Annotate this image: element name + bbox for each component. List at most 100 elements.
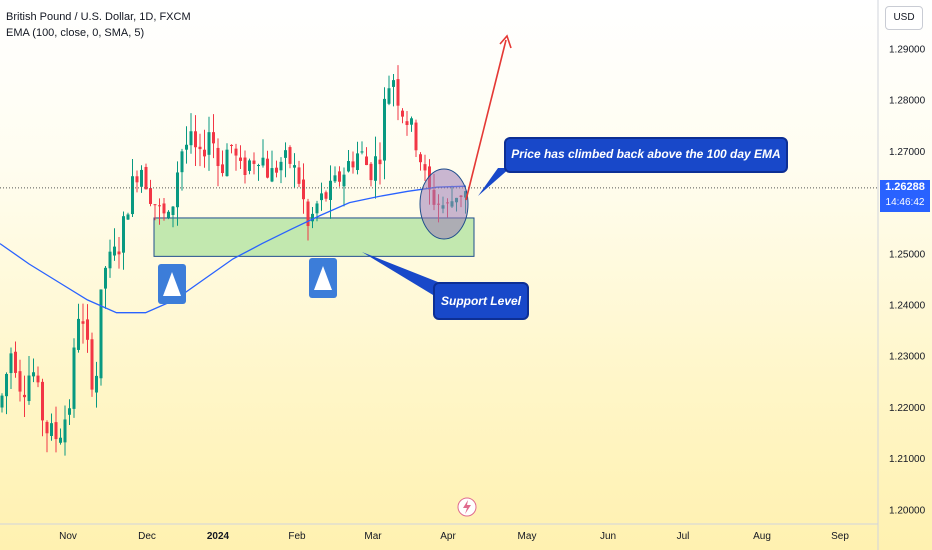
candle-body: [36, 375, 40, 383]
support-callout: Support Level: [433, 282, 529, 320]
candle-body: [14, 351, 17, 373]
candle-body: [23, 394, 26, 398]
candle-body: [180, 151, 184, 173]
candle-body: [396, 79, 400, 106]
projection-arrow-line: [465, 39, 507, 201]
candle-body: [59, 437, 62, 443]
candle-body: [230, 144, 233, 146]
candle-body: [306, 201, 310, 227]
bar-countdown: 14:46:42: [885, 197, 925, 208]
ema-callout: Price has climbed back above the 100 day…: [504, 137, 788, 173]
candle-body: [158, 205, 161, 207]
candle-body: [356, 153, 359, 170]
support-zone: [153, 217, 475, 257]
candle-body: [54, 422, 58, 440]
candle-body: [284, 150, 287, 158]
candle-body: [423, 164, 427, 171]
candle-body: [419, 154, 422, 163]
candle-body: [266, 158, 269, 178]
time-tick-label: Apr: [440, 531, 456, 542]
candle-body: [18, 371, 22, 392]
candle-body: [405, 121, 409, 125]
symbol-title: British Pound / U.S. Dollar, 1D, FXCM: [6, 11, 191, 23]
candle-body: [90, 339, 94, 390]
candle-body: [248, 160, 251, 171]
price-tick-label: 1.25000: [889, 249, 926, 260]
candle-body: [0, 395, 4, 408]
time-tick-label: 2024: [207, 531, 230, 542]
candle-body: [77, 318, 80, 350]
candle-body: [392, 80, 395, 87]
candle-body: [315, 203, 319, 214]
time-tick-label: May: [518, 531, 537, 542]
candle-body: [5, 373, 8, 397]
candle-body: [347, 161, 350, 172]
candle-body: [360, 151, 364, 153]
ema-line: [0, 185, 467, 314]
candle-body: [86, 319, 89, 340]
time-tick-label: Aug: [753, 531, 771, 542]
candle-body: [99, 289, 103, 379]
candle-body: [189, 131, 193, 146]
up-triangle-icon: [314, 266, 332, 290]
candle-body: [374, 156, 377, 181]
indicator-legend: EMA (100, close, 0, SMA, 5): [6, 27, 145, 39]
candle-body: [270, 168, 274, 182]
candle-body: [185, 144, 188, 150]
candle-body: [378, 159, 382, 165]
candle-body: [243, 157, 247, 175]
candle-body: [108, 251, 112, 269]
up-triangle-icon: [163, 272, 181, 296]
candle-body: [68, 408, 71, 415]
candle-body: [41, 381, 44, 421]
candle-body: [63, 419, 67, 443]
candle-body: [135, 176, 139, 183]
highlight-circle: [419, 168, 469, 240]
candle-body: [117, 251, 121, 255]
candle-body: [261, 157, 265, 166]
time-tick-label: Nov: [59, 531, 77, 542]
candle-body: [216, 147, 220, 167]
price-tick-label: 1.27000: [889, 147, 926, 158]
candle-body: [225, 149, 229, 177]
time-tick-label: Jul: [677, 531, 690, 542]
price-tick-label: 1.21000: [889, 454, 926, 465]
candle-body: [257, 165, 260, 167]
candle-body: [311, 213, 314, 222]
lightning-bolt: [463, 500, 471, 514]
candle-body: [194, 131, 197, 148]
candle-body: [140, 169, 143, 187]
candle-body: [414, 122, 418, 151]
candle-body: [324, 192, 328, 199]
candle-body: [239, 157, 242, 161]
support-callout-pointer: [362, 252, 448, 298]
price-tick-label: 1.28000: [889, 96, 926, 107]
candle-body: [365, 156, 368, 166]
candle-body: [387, 88, 391, 104]
candle-body: [293, 165, 296, 168]
candle-body: [27, 375, 31, 402]
currency-button[interactable]: USD: [885, 6, 923, 30]
projection-arrow-head: [499, 34, 512, 49]
price-tick-label: 1.29000: [889, 45, 926, 56]
candle-body: [45, 421, 49, 434]
candle-body: [288, 147, 292, 164]
candle-body: [50, 423, 53, 436]
candle-body: [32, 372, 35, 377]
candle-body: [207, 132, 211, 155]
candle-body: [410, 118, 413, 125]
candle-body: [221, 164, 224, 174]
price-tick-label: 1.23000: [889, 352, 926, 363]
candle-body: [320, 193, 323, 201]
candle-body: [144, 166, 148, 190]
candle-body: [333, 175, 337, 182]
last-price-value: 1.26288: [885, 181, 925, 193]
candle-body: [297, 167, 301, 184]
time-tick-label: Mar: [364, 531, 382, 542]
candle-body: [149, 188, 152, 204]
candle-body: [252, 160, 256, 164]
candle-body: [234, 148, 238, 156]
candle-body: [167, 211, 170, 218]
